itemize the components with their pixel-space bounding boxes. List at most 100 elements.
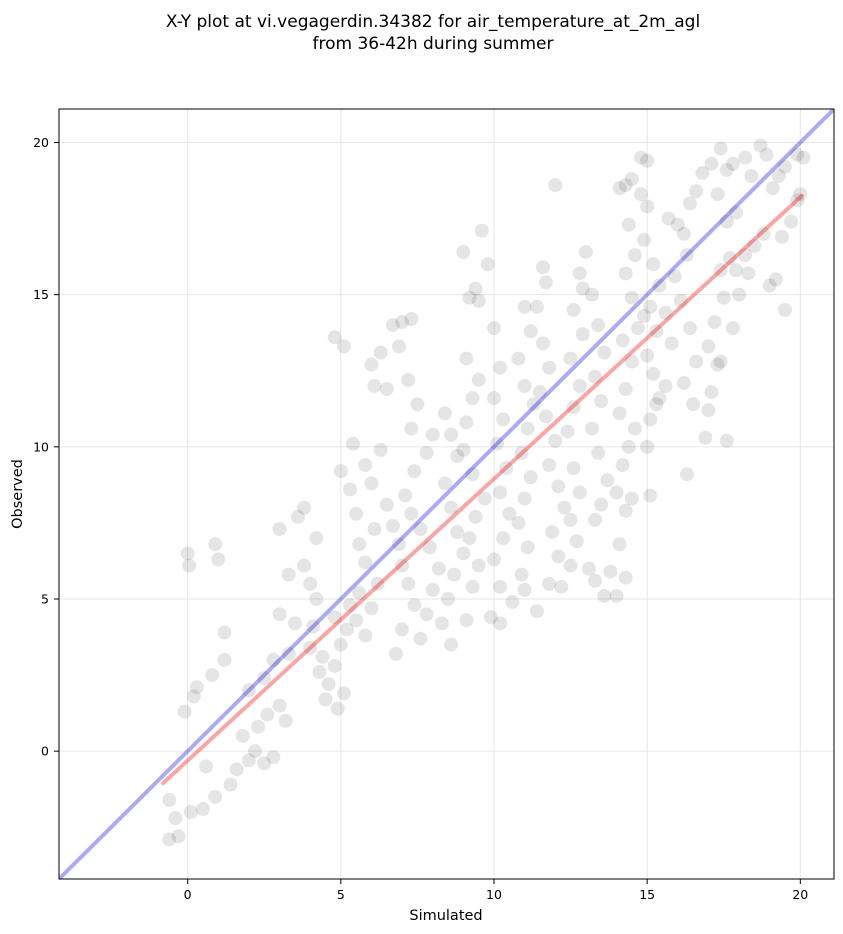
data-point	[545, 525, 560, 540]
data-point	[597, 588, 612, 603]
data-point	[710, 357, 725, 372]
data-point	[327, 610, 342, 625]
data-point	[643, 299, 658, 314]
data-point	[493, 616, 508, 631]
data-point	[658, 305, 673, 320]
grid	[59, 109, 834, 879]
data-point	[618, 570, 633, 585]
data-point	[410, 397, 425, 412]
fit-line	[161, 193, 804, 786]
data-point	[640, 348, 655, 363]
data-point	[581, 561, 596, 576]
data-point	[364, 357, 379, 372]
data-point	[462, 531, 477, 546]
data-point	[297, 500, 312, 515]
data-point	[612, 406, 627, 421]
data-point	[229, 762, 244, 777]
data-point	[477, 491, 492, 506]
data-point	[162, 832, 177, 847]
data-point	[588, 369, 603, 384]
data-point	[462, 290, 477, 305]
data-point	[535, 260, 550, 275]
data-point	[701, 339, 716, 354]
data-point	[456, 442, 471, 457]
data-point	[189, 680, 204, 695]
data-point	[208, 537, 223, 552]
data-point	[624, 354, 639, 369]
data-point	[459, 351, 474, 366]
data-point	[526, 397, 541, 412]
data-point	[551, 549, 566, 564]
data-point	[728, 205, 743, 220]
data-point	[339, 622, 354, 637]
data-point	[168, 811, 183, 826]
data-point	[419, 445, 434, 460]
data-point	[572, 485, 587, 500]
data-point	[437, 406, 452, 421]
data-point	[278, 713, 293, 728]
data-point	[401, 576, 416, 591]
x-tick-label: 0	[184, 887, 192, 902]
reference-lines	[59, 109, 834, 879]
data-point	[673, 293, 688, 308]
data-point	[511, 351, 526, 366]
data-point	[333, 637, 348, 652]
data-point	[235, 728, 250, 743]
data-point	[725, 156, 740, 171]
data-point	[367, 522, 382, 536]
data-point	[474, 223, 489, 238]
data-point	[407, 598, 422, 613]
data-point	[796, 150, 811, 165]
axis-ticks: 0 5 10 15 20 0 5 10 15 20	[33, 135, 808, 902]
data-point	[434, 616, 449, 631]
data-point	[388, 646, 403, 661]
chart-subtitle: from 36-42h during summer	[313, 34, 554, 54]
data-point	[753, 138, 768, 153]
data-point	[272, 698, 287, 713]
data-point	[327, 330, 342, 345]
plot-frame	[58, 108, 835, 880]
data-point	[352, 585, 367, 600]
data-point	[303, 640, 318, 655]
data-point	[618, 178, 633, 193]
data-point	[686, 397, 701, 412]
data-point	[585, 287, 600, 302]
y-tick-label: 15	[33, 287, 49, 302]
data-point	[744, 168, 759, 183]
x-tick-label: 15	[639, 887, 655, 902]
data-point	[392, 537, 407, 552]
data-point	[486, 391, 501, 406]
data-point	[333, 464, 348, 479]
data-point	[652, 278, 667, 293]
data-point	[689, 184, 704, 199]
data-point	[627, 421, 642, 436]
data-point	[459, 415, 474, 430]
data-point	[349, 506, 364, 521]
data-point	[483, 610, 498, 625]
data-point	[346, 436, 361, 451]
data-point	[719, 162, 734, 177]
data-point	[241, 683, 256, 698]
data-point	[765, 181, 780, 196]
data-point	[676, 375, 691, 390]
data-point	[679, 248, 694, 263]
data-point	[646, 366, 661, 381]
data-point	[756, 226, 771, 241]
data-point	[471, 558, 486, 573]
data-point	[217, 625, 232, 640]
data-point	[652, 391, 667, 406]
data-point	[468, 281, 483, 296]
data-point	[385, 318, 400, 333]
data-point	[563, 512, 578, 527]
data-point	[738, 150, 753, 165]
data-point	[658, 378, 673, 393]
data-point	[713, 263, 728, 278]
data-point	[413, 631, 428, 646]
data-point	[468, 509, 483, 524]
data-point	[364, 476, 379, 491]
data-point	[444, 427, 459, 442]
data-point	[728, 263, 743, 278]
data-point	[683, 196, 698, 211]
data-point	[615, 333, 630, 348]
